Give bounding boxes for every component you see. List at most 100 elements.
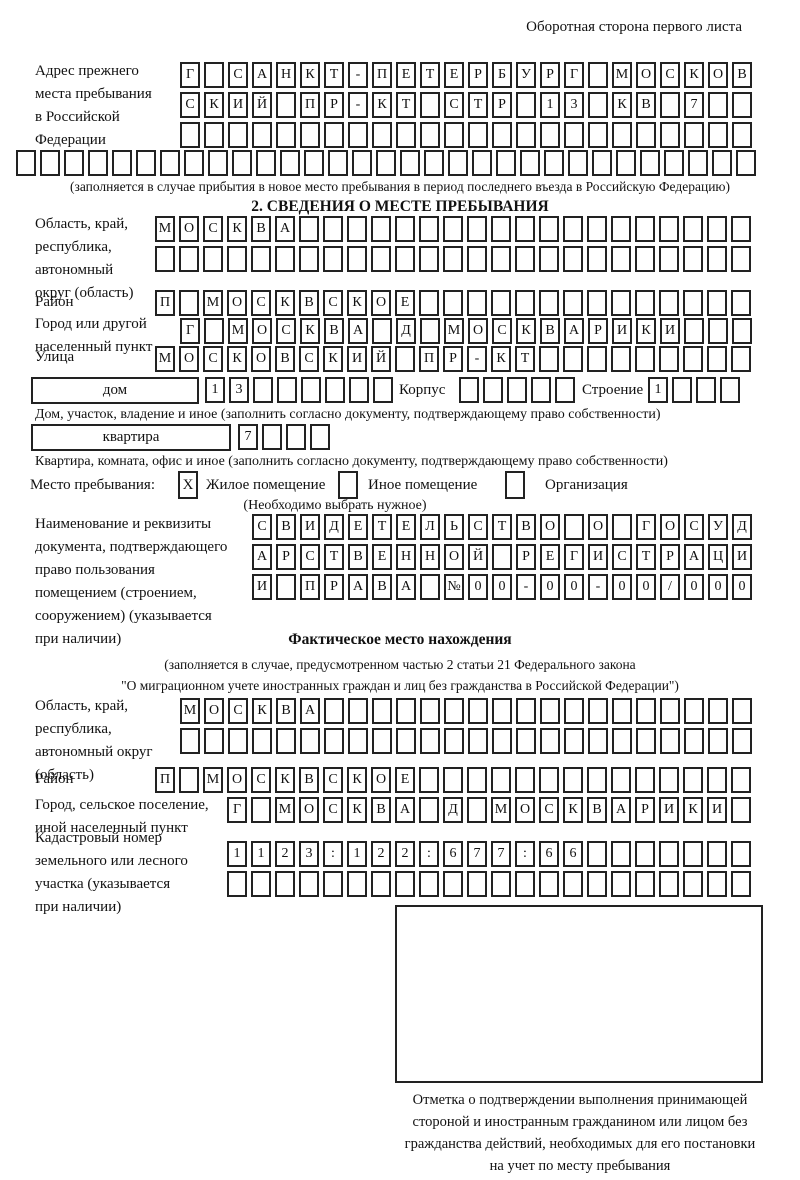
char-cell: О bbox=[660, 514, 680, 540]
char-cell: К bbox=[275, 290, 295, 316]
char-cell bbox=[707, 767, 727, 793]
actual-location-title: Фактическое место нахождения bbox=[288, 631, 512, 648]
char-cell bbox=[491, 216, 511, 242]
label-line: Кадастровый номер bbox=[35, 830, 162, 846]
char-cell: В bbox=[276, 514, 296, 540]
confirmation-stamp-box bbox=[395, 905, 763, 1083]
char-cell: М bbox=[203, 290, 223, 316]
char-cell bbox=[155, 246, 175, 272]
char-cell bbox=[707, 841, 727, 867]
label-line: в Российской bbox=[35, 109, 120, 125]
char-cell: С bbox=[203, 216, 223, 242]
label-line: сооружением) (указывается bbox=[35, 608, 212, 624]
char-cell bbox=[419, 216, 439, 242]
char-cell bbox=[420, 728, 440, 754]
char-cell bbox=[564, 698, 584, 724]
char-cell bbox=[539, 290, 559, 316]
char-cell bbox=[708, 318, 728, 344]
char-cell: 0 bbox=[636, 574, 656, 600]
char-cell: 3 bbox=[229, 377, 249, 403]
char-cell bbox=[251, 797, 271, 823]
char-cell: О bbox=[371, 290, 391, 316]
char-cell bbox=[515, 871, 535, 897]
char-cell bbox=[539, 246, 559, 272]
char-cell bbox=[635, 767, 655, 793]
char-cell: М bbox=[444, 318, 464, 344]
char-cell bbox=[636, 728, 656, 754]
char-cell: 1 bbox=[251, 841, 271, 867]
char-cell bbox=[227, 871, 247, 897]
char-cell bbox=[732, 122, 752, 148]
char-cell: Г bbox=[636, 514, 656, 540]
prev-address-note: (заполняется в случае прибытия в новое м… bbox=[69, 179, 731, 194]
char-cell: С bbox=[251, 767, 271, 793]
char-cell bbox=[540, 728, 560, 754]
char-cell bbox=[588, 728, 608, 754]
char-cell: - bbox=[348, 92, 368, 118]
char-cell bbox=[251, 246, 271, 272]
char-cell: Р bbox=[468, 62, 488, 88]
char-cell: В bbox=[251, 216, 271, 242]
char-cell: С bbox=[539, 797, 559, 823]
char-cell bbox=[636, 698, 656, 724]
char-cell bbox=[564, 514, 584, 540]
char-cell: 1 bbox=[540, 92, 560, 118]
char-cell: 0 bbox=[732, 574, 752, 600]
char-cell: И bbox=[659, 797, 679, 823]
char-cell: С bbox=[468, 514, 488, 540]
char-cell bbox=[348, 122, 368, 148]
actual-district-label: Район bbox=[35, 771, 74, 787]
char-cell bbox=[712, 150, 732, 176]
label-line: Отметка о подтверждении выполнения прини… bbox=[412, 1092, 748, 1108]
char-cell bbox=[611, 841, 631, 867]
char-cell: О bbox=[588, 514, 608, 540]
char-cell: 3 bbox=[299, 841, 319, 867]
char-cell bbox=[563, 767, 583, 793]
char-cell bbox=[310, 424, 330, 450]
char-cell: 1 bbox=[648, 377, 668, 403]
char-cell bbox=[515, 290, 535, 316]
char-cell: К bbox=[347, 290, 367, 316]
page-side-note: Оборотная сторона первого листа bbox=[526, 19, 742, 35]
char-cell bbox=[444, 122, 464, 148]
char-cell bbox=[516, 698, 536, 724]
region-label: Область, край, республика, автономный округ… bbox=[35, 213, 133, 305]
char-cell: К bbox=[227, 216, 247, 242]
char-cell: А bbox=[252, 544, 272, 570]
char-cell: Е bbox=[395, 290, 415, 316]
char-cell bbox=[587, 346, 607, 372]
char-cell bbox=[227, 246, 247, 272]
char-cell: О bbox=[540, 514, 560, 540]
char-cell bbox=[179, 246, 199, 272]
cadastral-label: Кадастровый номер земельного или лесного у… bbox=[35, 827, 188, 919]
char-cell bbox=[660, 698, 680, 724]
char-cell bbox=[492, 698, 512, 724]
char-cell: М bbox=[228, 318, 248, 344]
apartment-cells: 7 bbox=[238, 424, 330, 450]
char-cell bbox=[707, 246, 727, 272]
char-cell bbox=[400, 150, 420, 176]
char-cell bbox=[286, 424, 306, 450]
char-cell: Е bbox=[396, 514, 416, 540]
char-cell bbox=[491, 290, 511, 316]
char-cell bbox=[684, 698, 704, 724]
label-line: населенный пункт bbox=[35, 339, 153, 355]
char-cell: П bbox=[155, 767, 175, 793]
char-cell: А bbox=[348, 574, 368, 600]
char-cell: М bbox=[155, 346, 175, 372]
char-cell bbox=[324, 122, 344, 148]
city-label: Город или другой населенный пункт bbox=[35, 313, 152, 359]
char-cell: 2 bbox=[371, 841, 391, 867]
char-cell: В bbox=[275, 346, 295, 372]
char-cell bbox=[731, 216, 751, 242]
char-cell bbox=[707, 290, 727, 316]
char-cell bbox=[395, 216, 415, 242]
label-line: право пользования bbox=[35, 562, 155, 578]
label-line: Федерации bbox=[35, 132, 106, 148]
label-line: автономный округ bbox=[35, 744, 153, 760]
char-cell: 0 bbox=[684, 574, 704, 600]
char-cell bbox=[228, 122, 248, 148]
